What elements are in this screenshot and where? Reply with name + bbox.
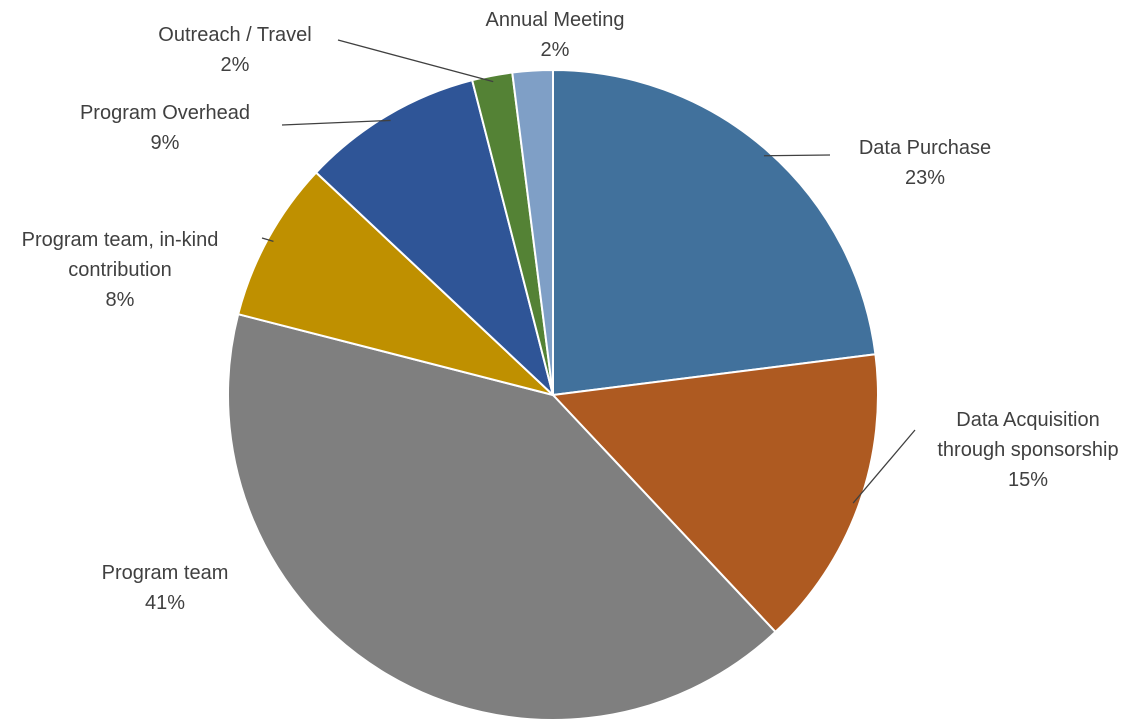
slice-label: Annual Meeting 2%	[445, 5, 665, 65]
value-label: 41%	[144, 592, 186, 614]
leader-line	[852, 429, 916, 504]
value-label: 2%	[540, 39, 570, 61]
value-label: 2%	[220, 54, 250, 76]
pie-slice	[236, 171, 554, 396]
value-label: 15%	[1007, 469, 1049, 491]
category-label: Program team, in-kind contribution	[21, 229, 219, 281]
slice-label: Program Overhead 9%	[35, 98, 295, 158]
value-label: 23%	[904, 167, 946, 189]
leader-line	[337, 39, 494, 83]
slice-label: Program team 41%	[55, 558, 275, 618]
pie-slice	[552, 68, 877, 397]
slice-label: Outreach / Travel 2%	[125, 20, 345, 80]
slice-label: Program team, in-kind contribution 8%	[0, 225, 240, 315]
category-label: Data Acquisition through sponsorship	[937, 409, 1119, 461]
category-label: Data Purchase	[858, 137, 992, 159]
pie-slice	[227, 312, 777, 721]
slice-label: Data Acquisition through sponsorship 15%	[928, 405, 1128, 495]
value-label: 9%	[150, 132, 180, 154]
category-label: Program Overhead	[79, 102, 251, 124]
value-label: 8%	[105, 289, 135, 311]
pie-slice	[511, 68, 554, 396]
leader-line	[261, 237, 274, 242]
category-label: Outreach / Travel	[158, 24, 312, 46]
leader-line	[281, 119, 391, 126]
pie-slice	[550, 353, 879, 634]
leader-line	[763, 154, 831, 157]
slice-label: Data Purchase 23%	[815, 133, 1035, 193]
category-label: Annual Meeting	[485, 9, 625, 31]
pie-slice	[314, 78, 555, 399]
category-label: Program team	[101, 562, 229, 584]
